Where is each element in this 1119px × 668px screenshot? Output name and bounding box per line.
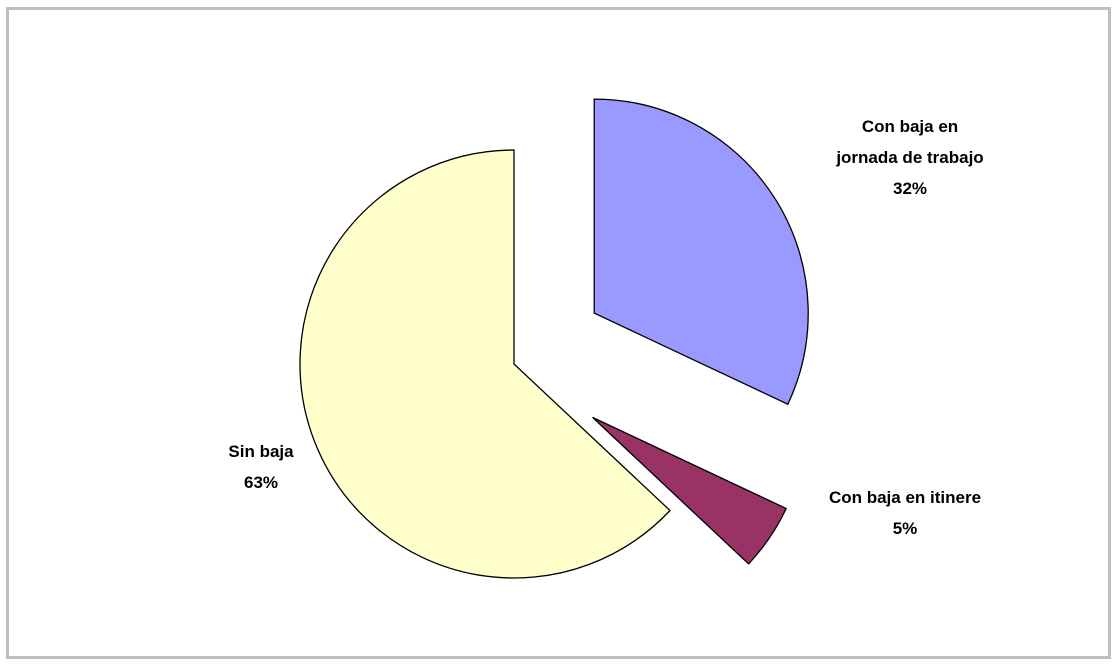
slice-percent-label: 63% bbox=[244, 473, 278, 492]
slice-name-label: jornada de trabajo bbox=[835, 148, 983, 167]
slice-name-label: Con baja en bbox=[862, 117, 958, 136]
slice-name-label: Con baja en itinere bbox=[829, 488, 981, 507]
pie-slice-2 bbox=[592, 416, 788, 565]
slice-label-2: Con baja en itinere 5% bbox=[829, 488, 981, 538]
slice-label-3: Sin baja 63% bbox=[228, 442, 294, 492]
pie-slice-1 bbox=[593, 98, 809, 406]
pie-slice-3 bbox=[299, 149, 671, 579]
slice-percent-label: 5% bbox=[893, 519, 918, 538]
slice-label-1: Con baja en jornada de trabajo 32% bbox=[835, 117, 983, 198]
slice-percent-label: 32% bbox=[893, 179, 927, 198]
slice-name-label: Sin baja bbox=[228, 442, 294, 461]
